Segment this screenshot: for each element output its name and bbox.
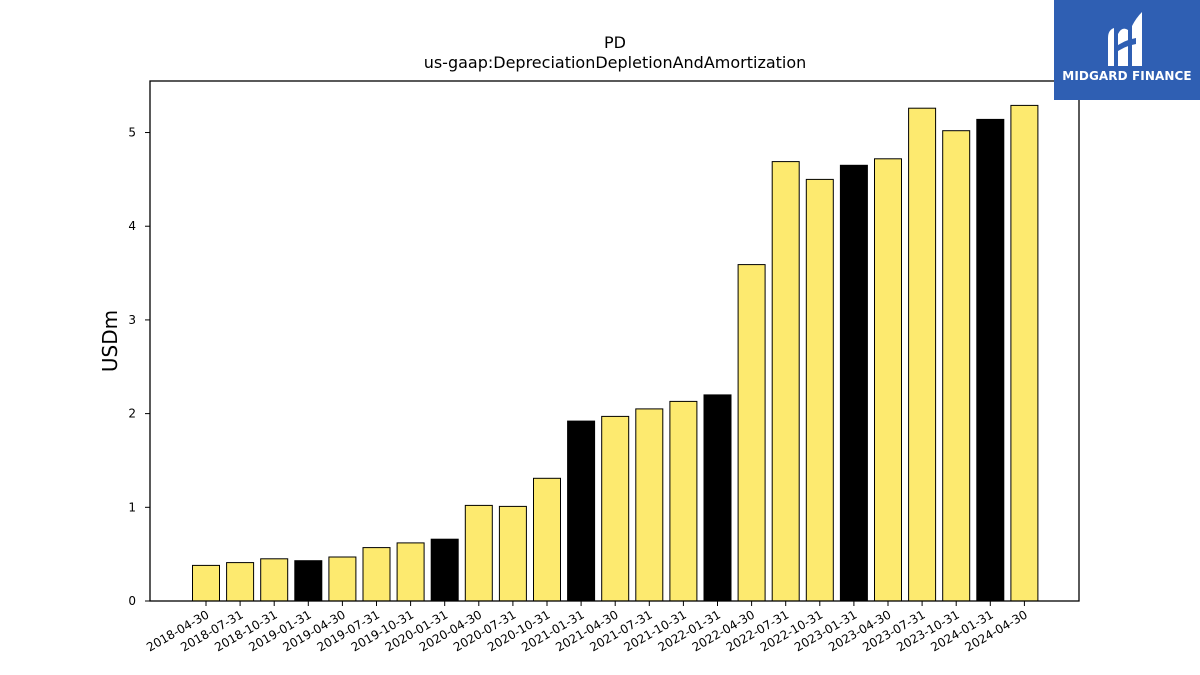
- bars: [192, 104, 1039, 602]
- y-tick-label: 3: [128, 313, 136, 327]
- bar-2021-10-31: [669, 400, 698, 602]
- bar-2022-04-30: [737, 264, 766, 602]
- bar-2018-07-31: [226, 562, 255, 602]
- y-tick-label: 2: [128, 407, 136, 421]
- brand-logo: MIDGARD FINANCE: [1054, 0, 1200, 100]
- bar-2020-10-31: [533, 477, 561, 602]
- bar-2022-01-31: [703, 394, 732, 602]
- bar-2021-07-31: [635, 408, 664, 602]
- bar-2019-04-30: [328, 556, 357, 602]
- bar-2022-07-31: [771, 161, 800, 602]
- bar-2023-01-31: [839, 164, 868, 602]
- chart-subtitle: us-gaap:DepreciationDepletionAndAmortiza…: [424, 53, 807, 72]
- brand-name: MIDGARD FINANCE: [1062, 69, 1192, 83]
- y-tick-label: 4: [128, 219, 136, 233]
- y-tick-label: 0: [128, 594, 136, 608]
- midgard-logo-icon: [1108, 12, 1142, 67]
- bar-2023-07-31: [908, 107, 937, 602]
- bar-2021-04-30: [601, 415, 630, 602]
- bar-2019-01-31: [294, 560, 323, 602]
- chart-title: PD: [604, 33, 626, 52]
- y-axis-label: USDm: [98, 310, 122, 372]
- bar-2021-01-31: [567, 420, 596, 602]
- bar-2019-10-31: [396, 542, 425, 602]
- y-axis-ticks: 0 1 2 3 4 5: [128, 126, 150, 608]
- bar-2020-01-31: [430, 538, 459, 602]
- bar-2020-07-31: [498, 505, 527, 602]
- bar-2020-04-30: [464, 504, 493, 602]
- bar-2018-04-30: [192, 564, 220, 602]
- x-axis-ticks: 2018-04-302018-07-312018-10-312019-01-31…: [144, 601, 1030, 654]
- bar-2019-07-31: [362, 547, 391, 602]
- bar-2023-10-31: [942, 130, 971, 602]
- bar-2018-10-31: [260, 558, 289, 602]
- bar-2022-10-31: [805, 178, 834, 602]
- bar-2023-04-30: [874, 158, 902, 602]
- bar-2024-04-30: [1010, 104, 1039, 602]
- y-tick-label: 5: [128, 126, 136, 140]
- y-tick-label: 1: [128, 500, 136, 514]
- plot-frame: [149, 80, 1080, 602]
- bar-2024-01-31: [976, 118, 1005, 602]
